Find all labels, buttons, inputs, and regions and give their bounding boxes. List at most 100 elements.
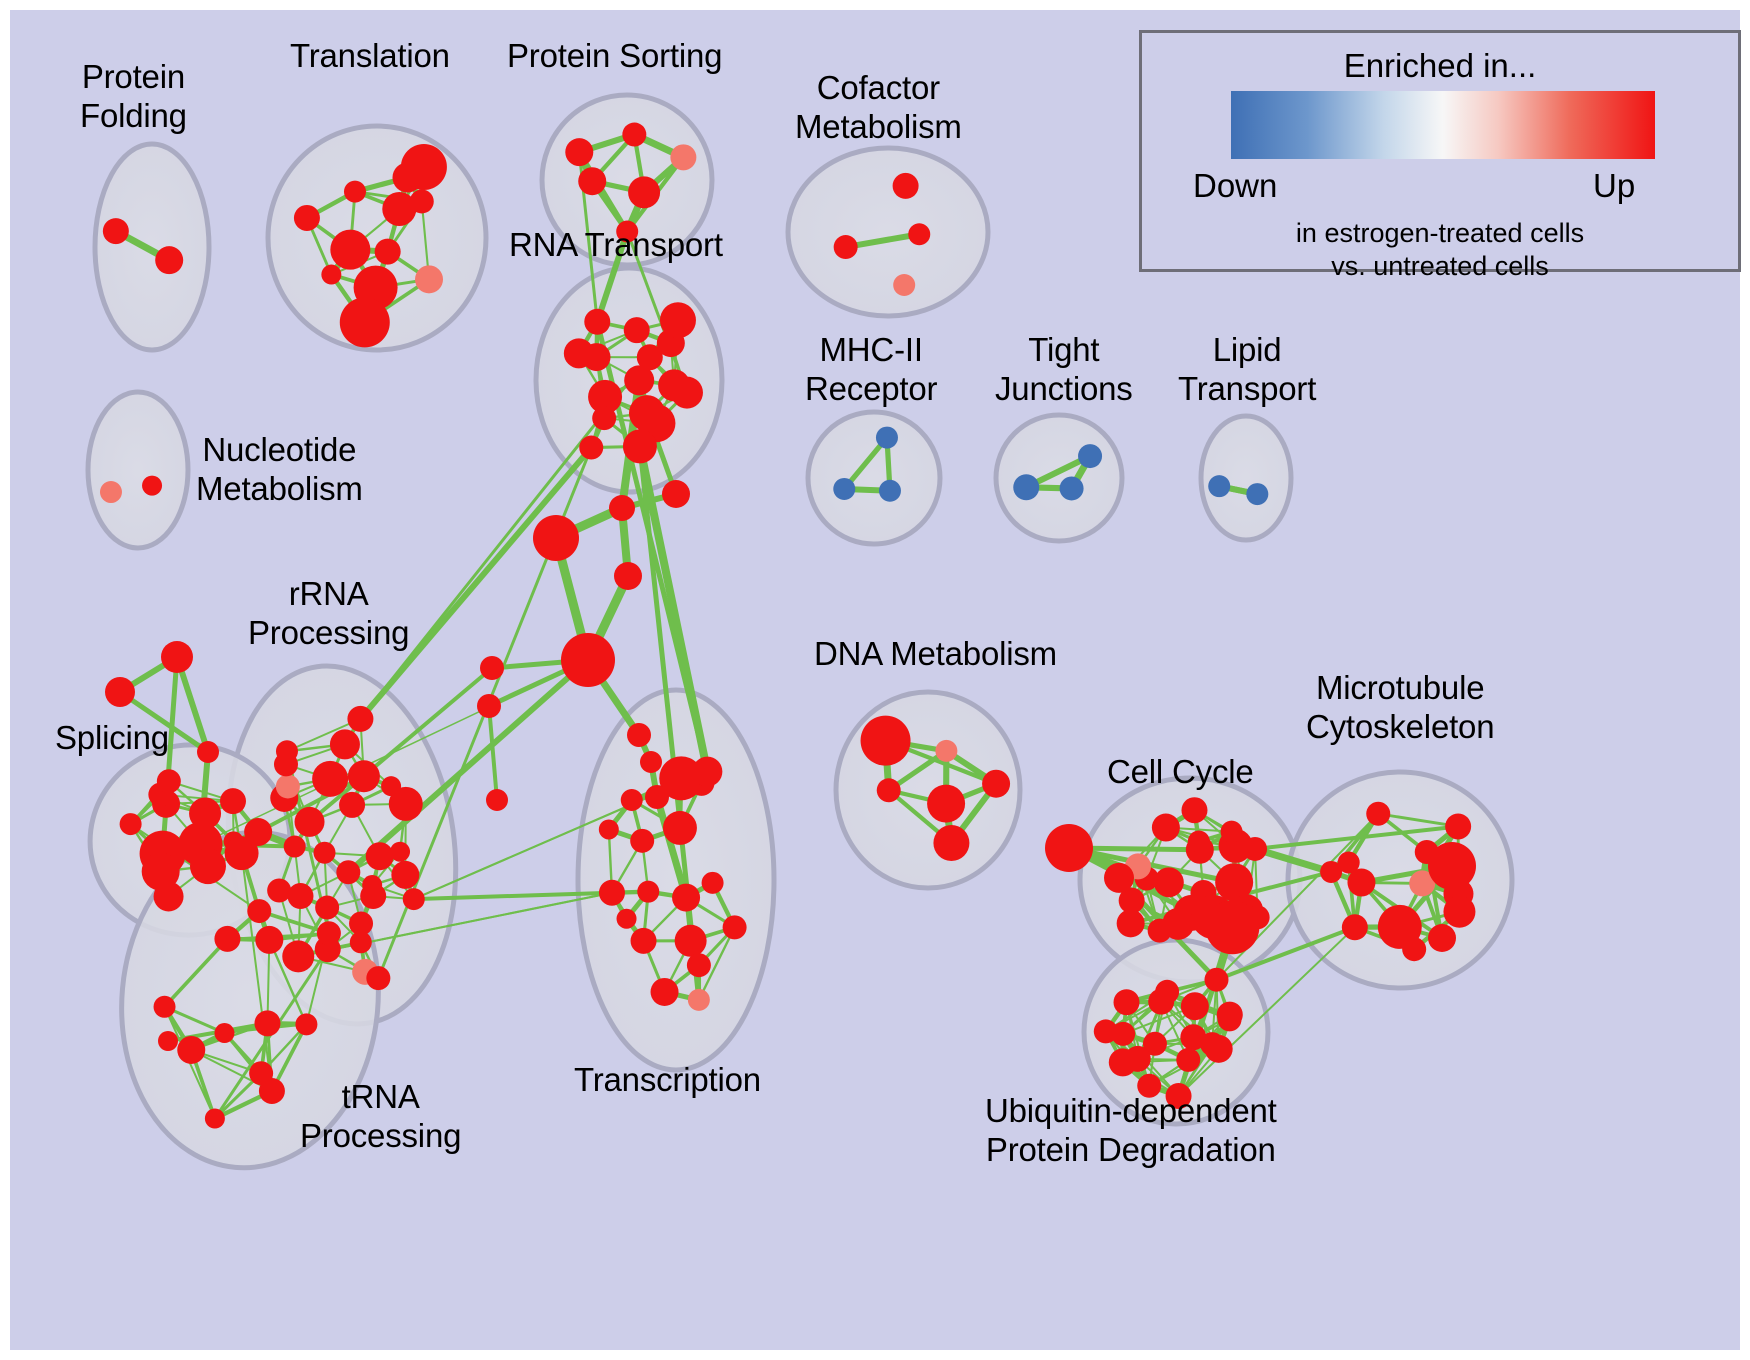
network-node-cofactor-metabolism-0[interactable] <box>908 223 931 246</box>
network-node-trna-processing-5[interactable] <box>295 1013 318 1036</box>
network-node-trunk-2[interactable] <box>533 515 579 561</box>
network-node-rna-transport-14[interactable] <box>579 435 604 460</box>
cluster-ellipse-protein-sorting[interactable] <box>539 92 715 268</box>
network-node-microtubule-cytoskeleton-11[interactable] <box>1402 937 1427 962</box>
network-node-rrna-processing-5[interactable] <box>365 842 394 871</box>
network-node-cell-cycle-18[interactable] <box>1243 836 1268 861</box>
network-node-tight-junctions-2[interactable] <box>1078 444 1103 469</box>
network-node-cell-cycle-19[interactable] <box>1116 909 1145 938</box>
network-node-ubiquitin-degradation-14[interactable] <box>1108 1048 1137 1077</box>
network-node-trna-processing-4[interactable] <box>214 925 241 952</box>
network-node-rna-transport-13[interactable] <box>670 376 703 409</box>
network-node-rrna-processing-16[interactable] <box>349 931 372 954</box>
network-node-rrna-processing-9[interactable] <box>283 835 306 858</box>
network-node-protein-sorting-4[interactable] <box>565 138 594 167</box>
network-node-splicing-12[interactable] <box>156 769 181 794</box>
network-node-trna-processing-10[interactable] <box>316 921 341 946</box>
network-node-ubiquitin-degradation-8[interactable] <box>1204 1034 1233 1063</box>
network-node-satellite-microtubule-b[interactable] <box>1428 924 1456 952</box>
cluster-ellipse-nucleotide-metabolism[interactable] <box>85 389 191 551</box>
network-node-rrna-processing-1[interactable] <box>313 841 336 864</box>
network-node-cell-cycle-12[interactable] <box>1151 813 1180 842</box>
network-node-trunk-9[interactable] <box>486 789 508 811</box>
network-node-transcription-11[interactable] <box>650 977 679 1006</box>
network-node-splicing-8[interactable] <box>224 836 259 871</box>
network-node-ubiquitin-degradation-7[interactable] <box>1155 979 1180 1004</box>
network-node-ubiquitin-degradation-15[interactable] <box>1204 967 1229 992</box>
network-node-transcription-4[interactable] <box>630 828 655 853</box>
network-node-rrna-processing-27[interactable] <box>282 940 315 973</box>
network-node-cofactor-metabolism-2[interactable] <box>892 172 919 199</box>
network-node-translation-10[interactable] <box>400 143 447 190</box>
network-node-rrna-processing-21[interactable] <box>391 860 420 889</box>
cluster-ellipse-tight-junctions[interactable] <box>993 412 1125 544</box>
network-node-ubiquitin-degradation-17[interactable] <box>1093 1019 1118 1044</box>
network-node-splicing-6[interactable] <box>141 852 180 891</box>
network-node-rna-transport-7[interactable] <box>623 317 650 344</box>
network-node-rna-transport-1[interactable] <box>588 379 623 414</box>
network-node-transcription-17[interactable] <box>598 819 619 840</box>
network-node-rna-transport-2[interactable] <box>636 344 663 371</box>
network-node-translation-0[interactable] <box>374 238 401 265</box>
network-node-microtubule-cytoskeleton-4[interactable] <box>1337 851 1360 874</box>
network-node-splicing-13[interactable] <box>244 818 273 847</box>
network-node-ubiquitin-degradation-16[interactable] <box>1165 1083 1192 1110</box>
network-node-transcription-15[interactable] <box>692 756 723 787</box>
network-node-dna-metabolism-3[interactable] <box>933 824 970 861</box>
network-node-transcription-0[interactable] <box>672 883 701 912</box>
network-node-cofactor-metabolism-1[interactable] <box>833 235 858 260</box>
network-node-lipid-transport-1[interactable] <box>1208 475 1231 498</box>
network-node-trunk-7[interactable] <box>627 723 651 747</box>
network-node-mhc-ii-receptor-1[interactable] <box>833 477 856 500</box>
network-node-trunk-10[interactable] <box>645 785 669 809</box>
network-node-trunk-5[interactable] <box>480 656 504 680</box>
network-node-splicing-2[interactable] <box>189 797 222 830</box>
network-node-trna-processing-9[interactable] <box>153 995 176 1018</box>
network-node-translation-9[interactable] <box>293 204 320 231</box>
network-node-ubiquitin-degradation-0[interactable] <box>1180 1024 1207 1051</box>
network-node-trunk-4[interactable] <box>561 633 615 687</box>
network-node-splicing-11[interactable] <box>153 881 184 912</box>
network-node-rna-transport-0[interactable] <box>624 365 655 396</box>
network-node-rrna-processing-15[interactable] <box>329 729 360 760</box>
network-node-protein-folding-0[interactable] <box>155 246 184 275</box>
network-node-dna-metabolism-1[interactable] <box>876 778 901 803</box>
network-node-rrna-processing-7[interactable] <box>312 760 349 797</box>
network-node-rna-transport-15[interactable] <box>659 302 696 339</box>
network-node-dna-metabolism-5[interactable] <box>982 769 1011 798</box>
cluster-ellipse-microtubule-cytoskeleton[interactable] <box>1285 769 1515 991</box>
network-node-rrna-processing-11[interactable] <box>349 911 374 936</box>
network-node-microtubule-cytoskeleton-1[interactable] <box>1347 868 1376 897</box>
network-node-rna-transport-9[interactable] <box>563 338 594 369</box>
network-node-rrna-processing-8[interactable] <box>360 883 387 910</box>
network-node-rrna-processing-28[interactable] <box>347 705 374 732</box>
network-node-rrna-processing-2[interactable] <box>339 791 366 818</box>
network-node-trunk-3[interactable] <box>614 562 642 590</box>
network-node-translation-11[interactable] <box>339 297 390 348</box>
network-node-translation-2[interactable] <box>382 191 417 226</box>
network-node-transcription-13[interactable] <box>722 915 747 940</box>
network-node-transcription-14[interactable] <box>598 879 625 906</box>
network-node-dna-metabolism-4[interactable] <box>860 715 911 766</box>
network-node-ubiquitin-degradation-11[interactable] <box>1137 1073 1162 1098</box>
network-node-satellite-cellcycle-hub[interactable] <box>1045 824 1093 872</box>
network-node-microtubule-cytoskeleton-7[interactable] <box>1366 801 1391 826</box>
network-node-rrna-processing-18[interactable] <box>388 786 423 821</box>
network-node-cell-cycle-11[interactable] <box>1147 918 1172 943</box>
network-node-rna-transport-12[interactable] <box>584 308 611 335</box>
network-node-rrna-processing-0[interactable] <box>336 860 361 885</box>
network-node-microtubule-cytoskeleton-8[interactable] <box>1443 895 1476 928</box>
network-node-cell-cycle-20[interactable] <box>1181 797 1208 824</box>
network-node-satellite-splicing-b[interactable] <box>105 677 135 707</box>
network-node-transcription-16[interactable] <box>687 988 710 1011</box>
network-node-trna-processing-0[interactable] <box>254 1010 281 1037</box>
network-node-mhc-ii-receptor-2[interactable] <box>875 426 898 449</box>
network-node-ubiquitin-degradation-13[interactable] <box>1217 1007 1242 1032</box>
network-node-transcription-6[interactable] <box>630 927 657 954</box>
network-node-trna-processing-2[interactable] <box>255 925 284 954</box>
network-node-rrna-processing-13[interactable] <box>390 841 411 862</box>
network-node-translation-1[interactable] <box>330 229 371 270</box>
network-node-satellite-microtubule-hub[interactable] <box>1428 842 1476 890</box>
network-node-cell-cycle-16[interactable] <box>1205 900 1260 955</box>
network-node-trna-processing-11[interactable] <box>204 1108 225 1129</box>
